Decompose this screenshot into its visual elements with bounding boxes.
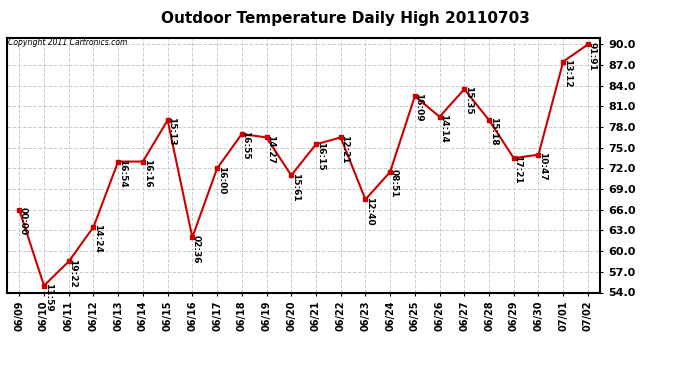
Text: 16:09: 16:09	[415, 93, 424, 122]
Text: 14:24: 14:24	[93, 224, 102, 253]
Text: Outdoor Temperature Daily High 20110703: Outdoor Temperature Daily High 20110703	[161, 11, 529, 26]
Text: 08:51: 08:51	[390, 169, 399, 198]
Text: 17:21: 17:21	[513, 155, 522, 184]
Text: 15:13: 15:13	[167, 117, 176, 146]
Text: 16:15: 16:15	[315, 141, 324, 170]
Text: 00:00: 00:00	[19, 207, 28, 235]
Text: 12:21: 12:21	[340, 135, 349, 163]
Text: 16:00: 16:00	[217, 166, 226, 194]
Text: 12:40: 12:40	[365, 196, 374, 225]
Text: 14:14: 14:14	[440, 114, 449, 143]
Text: 16:54: 16:54	[118, 159, 127, 188]
Text: 16:16: 16:16	[143, 159, 152, 188]
Text: 15:61: 15:61	[291, 172, 300, 201]
Text: Copyright 2011 Cartronics.com: Copyright 2011 Cartronics.com	[8, 38, 128, 47]
Text: 10:47: 10:47	[538, 152, 547, 181]
Text: 91:91: 91:91	[588, 42, 597, 70]
Text: 15:35: 15:35	[464, 86, 473, 115]
Text: 16:55: 16:55	[241, 131, 250, 160]
Text: 15:18: 15:18	[489, 117, 497, 146]
Text: 19:22: 19:22	[68, 259, 77, 288]
Text: 14:27: 14:27	[266, 135, 275, 164]
Text: 02:36: 02:36	[192, 235, 201, 263]
Text: 11:59: 11:59	[43, 283, 52, 312]
Text: 13:12: 13:12	[563, 59, 572, 87]
